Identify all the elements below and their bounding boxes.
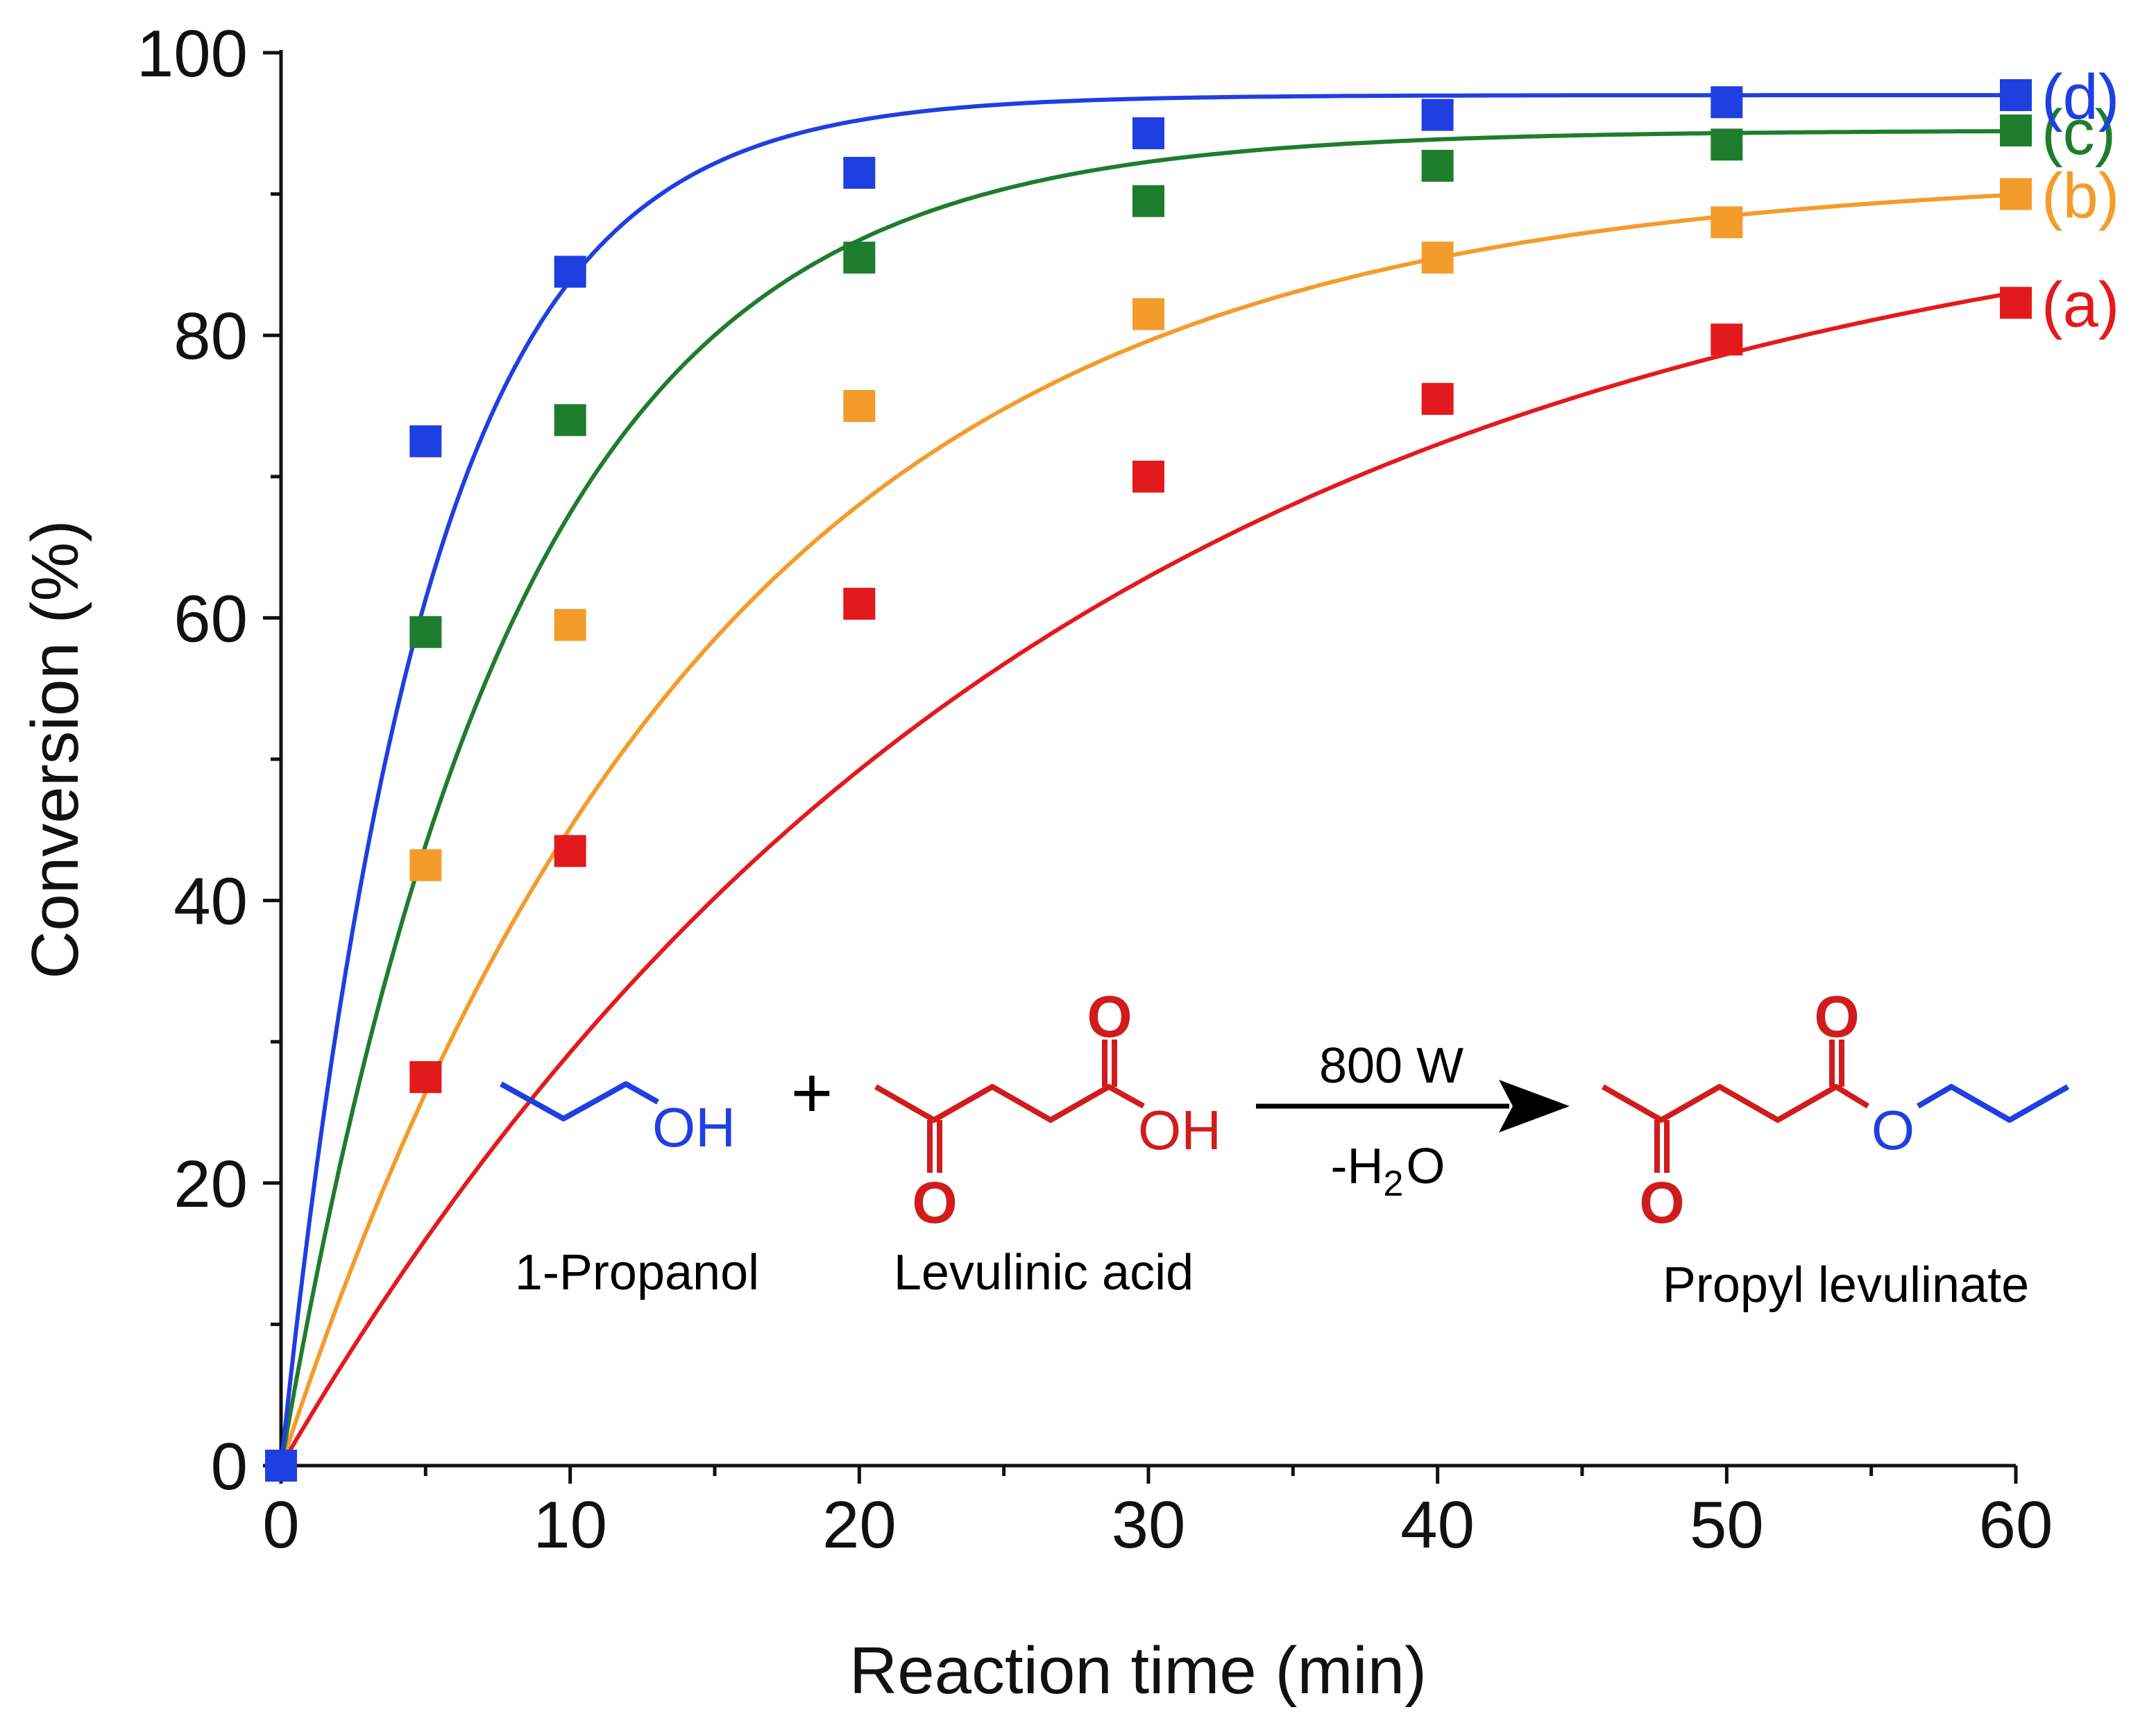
data-markers [265,79,2032,1482]
data-point-b [1132,298,1164,330]
data-point-d [554,255,586,288]
data-point-d [265,1450,297,1482]
series-label-c: (c) [2042,97,2116,168]
y-tick-label: 0 [211,1430,248,1504]
data-point-d [409,425,442,457]
data-point-d [1421,99,1454,131]
data-point-b [2000,178,2032,210]
product-acid-skeleton [1602,1084,1870,1123]
propanol-skeleton [500,1081,659,1121]
condition-water: -H2O [1331,1139,1445,1204]
data-point-a [554,835,586,867]
x-tick-label: 20 [822,1488,897,1562]
y-tick-label: 80 [173,299,248,373]
data-point-b [843,390,876,422]
y-tick-label: 20 [173,1147,248,1221]
data-point-d [2000,79,2032,112]
label-levulinic-acid: Levulinic acid [894,1245,1194,1300]
product-ester-o: O [1814,984,1859,1049]
levulinic-acid-o: O [1087,984,1132,1049]
data-point-a [2000,287,2032,319]
data-point-d [1132,117,1164,150]
x-axis-title: Reaction time (min) [849,1634,1427,1708]
data-point-a [409,1061,442,1094]
reaction-arrow-head [1499,1080,1570,1133]
x-tick-label: 60 [1979,1488,2053,1562]
data-point-c [843,241,876,274]
data-point-c [1132,185,1164,217]
data-point-b [409,849,442,881]
y-tick-label: 40 [173,865,248,939]
data-point-a [843,588,876,620]
x-tick-label: 0 [262,1488,299,1562]
data-point-a [1421,382,1454,415]
data-point-b [1421,241,1454,274]
x-tick-label: 40 [1400,1488,1475,1562]
label-propyl-levulinate: Propyl levulinate [1663,1257,2029,1313]
condition-power: 800 W [1319,1038,1463,1094]
data-point-b [1711,206,1743,239]
condition-water-prefix: -H [1331,1139,1384,1194]
data-point-a [1711,323,1743,356]
data-point-c [1711,128,1743,161]
x-tick-label: 10 [533,1488,607,1562]
series-labels: (a) (b)(c)(d) [2042,62,2119,340]
product-propyl-skeleton [1916,1084,2069,1123]
condition-water-sub: 2 [1384,1164,1404,1204]
y-axis-title: Conversion (%) [18,520,92,979]
label-1-propanol: 1-Propanol [515,1245,759,1300]
series-label-a: (a) [2042,269,2119,340]
levulinic-oh: OH [1138,1099,1221,1161]
levulinic-ketone-o: O [912,1170,957,1235]
product-ether-o: O [1871,1099,1915,1161]
product-ketone-o: O [1639,1170,1684,1235]
data-point-c [1421,149,1454,182]
data-point-d [843,157,876,189]
propanol-oh: OH [652,1096,736,1158]
x-tick-label: 50 [1690,1488,1764,1562]
x-tick-label: 30 [1112,1488,1186,1562]
levulinic-skeleton [874,1084,1145,1123]
series-label-b: (b) [2042,161,2119,232]
data-point-c [2000,114,2032,146]
data-point-b [554,609,586,641]
plus-sign: + [791,1053,833,1133]
series-label-d: (d) [2042,62,2119,133]
axes: 0 10 20 30 40 50 60 0 20 40 60 80 100 [137,17,2053,1562]
data-point-a [1132,460,1164,493]
data-point-c [409,616,442,648]
reaction-scheme: OH + O O OH 800 W -H2O O O O 1-Propanol … [500,984,2069,1313]
data-point-c [554,404,586,436]
condition-water-suffix: O [1406,1139,1445,1194]
y-tick-label: 100 [137,17,248,91]
y-tick-label: 60 [173,582,248,656]
data-point-d [1711,86,1743,119]
